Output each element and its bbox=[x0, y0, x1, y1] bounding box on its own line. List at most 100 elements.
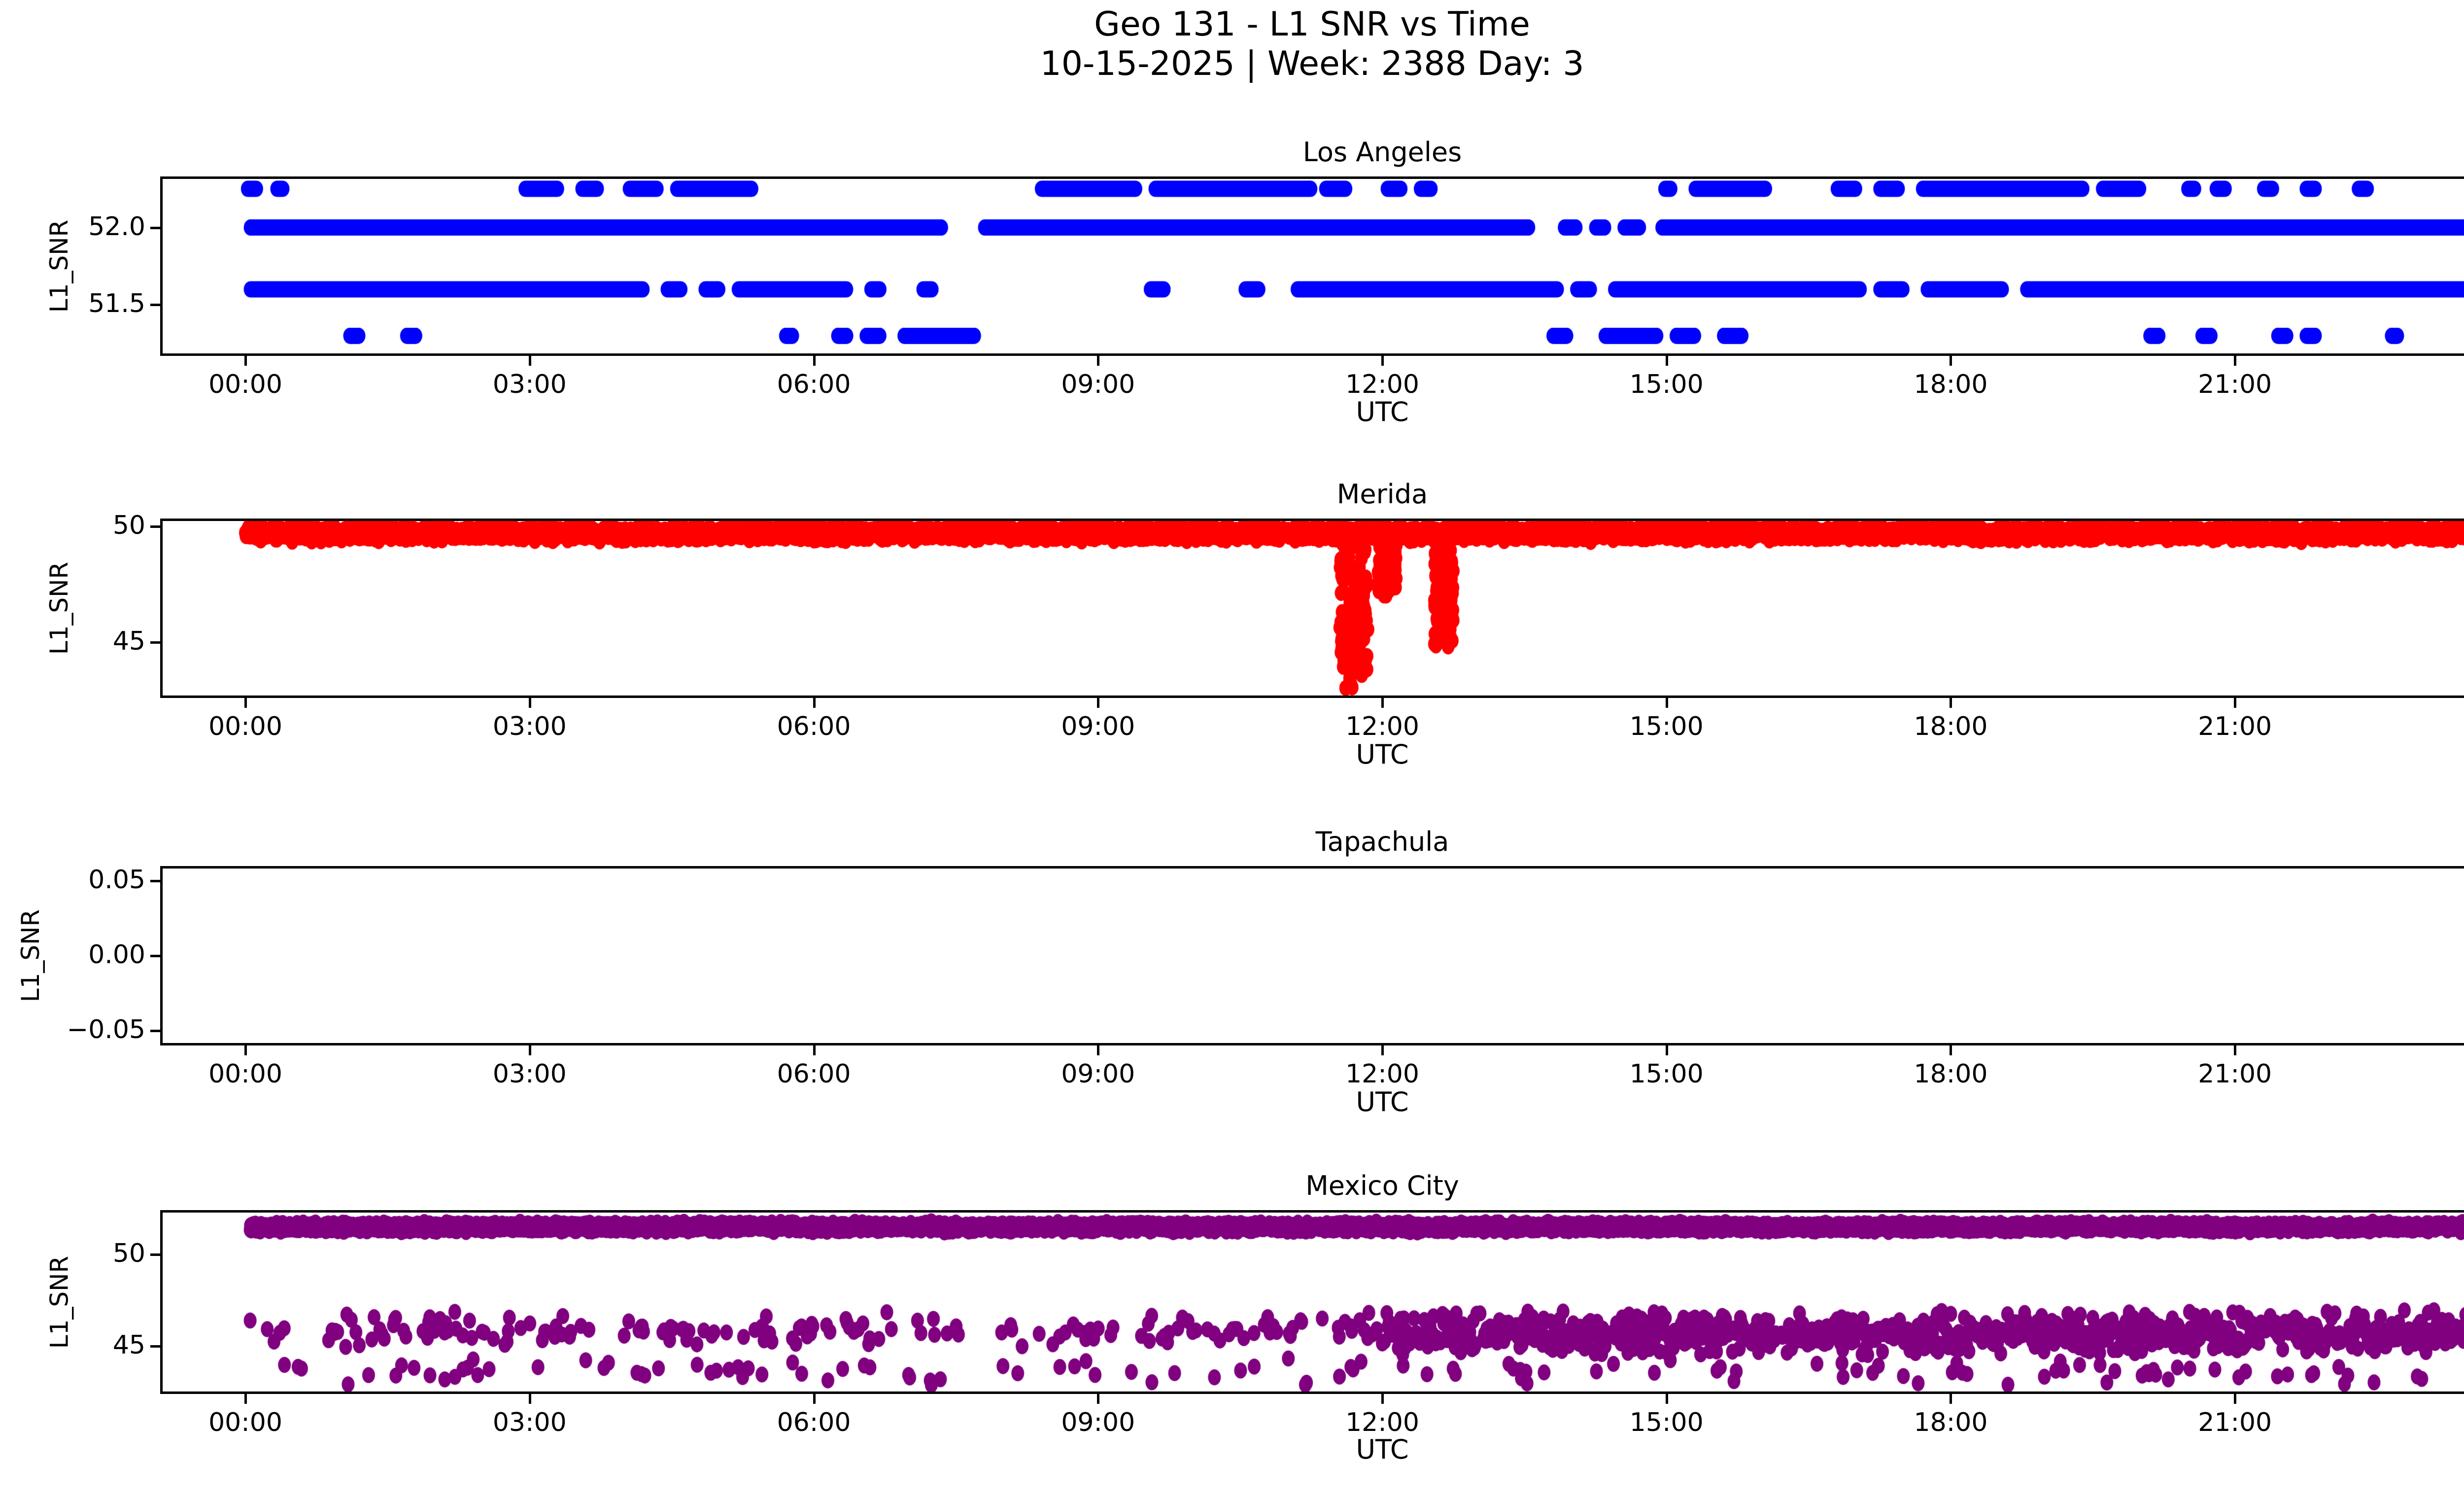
x-tick-mark-tapachula-7 bbox=[2234, 1045, 2237, 1055]
x-tick-label-merida-4: 12:00 bbox=[1345, 712, 1419, 741]
y-tick-mark-merida-1 bbox=[150, 641, 160, 644]
figure-suptitle-line-1: Geo 131 - L1 SNR vs Time bbox=[1094, 5, 1530, 44]
x-tick-mark-los-angeles-1 bbox=[528, 356, 531, 366]
x-tick-label-merida-5: 15:00 bbox=[1629, 712, 1704, 741]
y-tick-mark-los-angeles-1 bbox=[150, 304, 160, 307]
x-tick-label-mexico-city-8: 00:00 bbox=[2445, 1408, 2464, 1437]
x-tick-mark-tapachula-3 bbox=[1097, 1045, 1100, 1055]
x-tick-mark-mexico-city-1 bbox=[528, 1394, 531, 1404]
y-tick-mark-tapachula-0 bbox=[150, 880, 160, 883]
x-tick-label-tapachula-4: 12:00 bbox=[1345, 1059, 1419, 1089]
x-tick-mark-los-angeles-0 bbox=[244, 356, 247, 366]
y-tick-mark-tapachula-2 bbox=[150, 1029, 160, 1032]
x-tick-label-merida-7: 21:00 bbox=[2198, 712, 2272, 741]
x-tick-mark-merida-4 bbox=[1381, 698, 1384, 708]
x-tick-mark-tapachula-5 bbox=[1665, 1045, 1668, 1055]
y-axis-label-mexico-city: L1_SNR bbox=[45, 1255, 73, 1349]
x-tick-mark-los-angeles-4 bbox=[1381, 356, 1384, 366]
x-tick-label-mexico-city-7: 21:00 bbox=[2198, 1408, 2272, 1437]
x-tick-label-los-angeles-4: 12:00 bbox=[1345, 370, 1419, 399]
x-tick-label-los-angeles-2: 06:00 bbox=[777, 370, 851, 399]
x-tick-label-merida-0: 00:00 bbox=[208, 712, 282, 741]
y-tick-mark-mexico-city-1 bbox=[150, 1345, 160, 1348]
x-tick-mark-tapachula-0 bbox=[244, 1045, 247, 1055]
y-tick-mark-tapachula-1 bbox=[150, 955, 160, 957]
x-tick-label-los-angeles-1: 03:00 bbox=[492, 370, 567, 399]
x-tick-mark-merida-1 bbox=[528, 698, 531, 708]
x-tick-label-mexico-city-3: 09:00 bbox=[1061, 1408, 1135, 1437]
x-tick-mark-mexico-city-2 bbox=[813, 1394, 816, 1404]
subplot-title-tapachula: Tapachula bbox=[1315, 826, 1449, 857]
x-tick-label-tapachula-1: 03:00 bbox=[492, 1059, 567, 1089]
x-tick-mark-mexico-city-3 bbox=[1097, 1394, 1100, 1404]
x-tick-mark-tapachula-1 bbox=[528, 1045, 531, 1055]
y-tick-mark-los-angeles-0 bbox=[150, 226, 160, 229]
x-tick-mark-tapachula-2 bbox=[813, 1045, 816, 1055]
x-tick-label-merida-2: 06:00 bbox=[777, 712, 851, 741]
x-tick-label-los-angeles-5: 15:00 bbox=[1629, 370, 1704, 399]
x-tick-mark-los-angeles-6 bbox=[1950, 356, 1952, 366]
x-tick-mark-tapachula-4 bbox=[1381, 1045, 1384, 1055]
y-tick-label-tapachula-2: −0.05 bbox=[67, 1014, 145, 1044]
x-tick-label-mexico-city-4: 12:00 bbox=[1345, 1408, 1419, 1437]
x-tick-mark-mexico-city-5 bbox=[1665, 1394, 1668, 1404]
y-axis-label-tapachula: L1_SNR bbox=[16, 909, 45, 1003]
x-tick-mark-merida-6 bbox=[1950, 698, 1952, 708]
x-tick-mark-merida-3 bbox=[1097, 698, 1100, 708]
x-tick-mark-tapachula-6 bbox=[1950, 1045, 1952, 1055]
x-axis-label-merida: UTC bbox=[1356, 739, 1409, 770]
y-tick-label-mexico-city-1: 45 bbox=[112, 1330, 145, 1360]
y-tick-label-merida-0: 50 bbox=[112, 511, 145, 541]
x-tick-label-mexico-city-1: 03:00 bbox=[492, 1408, 567, 1437]
x-tick-mark-merida-0 bbox=[244, 698, 247, 708]
x-tick-mark-merida-7 bbox=[2234, 698, 2237, 708]
x-tick-label-los-angeles-6: 18:00 bbox=[1914, 370, 1988, 399]
x-tick-mark-los-angeles-7 bbox=[2234, 356, 2237, 366]
x-tick-label-mexico-city-0: 00:00 bbox=[208, 1408, 282, 1437]
x-tick-label-tapachula-6: 18:00 bbox=[1914, 1059, 1988, 1089]
x-tick-label-mexico-city-2: 06:00 bbox=[777, 1408, 851, 1437]
x-tick-label-los-angeles-0: 00:00 bbox=[208, 370, 282, 399]
x-tick-mark-mexico-city-6 bbox=[1950, 1394, 1952, 1404]
figure-suptitle-line-2: 10-15-2025 | Week: 2388 Day: 3 bbox=[1040, 44, 1584, 83]
x-tick-mark-merida-2 bbox=[813, 698, 816, 708]
x-tick-label-los-angeles-8: 00:00 bbox=[2445, 370, 2464, 399]
y-tick-label-los-angeles-1: 51.5 bbox=[88, 289, 145, 319]
x-tick-label-merida-3: 09:00 bbox=[1061, 712, 1135, 741]
x-axis-label-los-angeles: UTC bbox=[1356, 396, 1409, 427]
subplot-title-mexico-city: Mexico City bbox=[1305, 1170, 1459, 1201]
x-tick-label-tapachula-5: 15:00 bbox=[1629, 1059, 1704, 1089]
x-tick-label-mexico-city-6: 18:00 bbox=[1914, 1408, 1988, 1437]
x-tick-label-los-angeles-7: 21:00 bbox=[2198, 370, 2272, 399]
y-tick-label-tapachula-0: 0.05 bbox=[88, 865, 145, 895]
x-tick-label-merida-8: 00:00 bbox=[2445, 712, 2464, 741]
x-tick-label-los-angeles-3: 09:00 bbox=[1061, 370, 1135, 399]
y-axis-label-merida: L1_SNR bbox=[45, 561, 73, 655]
scatter-canvas-mexico-city bbox=[163, 1213, 2464, 1391]
x-tick-label-tapachula-2: 06:00 bbox=[777, 1059, 851, 1089]
x-tick-label-merida-1: 03:00 bbox=[492, 712, 567, 741]
y-tick-mark-merida-0 bbox=[150, 525, 160, 528]
x-tick-mark-mexico-city-4 bbox=[1381, 1394, 1384, 1404]
x-tick-mark-mexico-city-0 bbox=[244, 1394, 247, 1404]
x-tick-label-tapachula-3: 09:00 bbox=[1061, 1059, 1135, 1089]
scatter-canvas-tapachula bbox=[163, 869, 2464, 1043]
x-tick-label-merida-6: 18:00 bbox=[1914, 712, 1988, 741]
x-tick-label-mexico-city-5: 15:00 bbox=[1629, 1408, 1704, 1437]
y-tick-label-tapachula-1: 0.00 bbox=[88, 940, 145, 970]
x-tick-mark-los-angeles-2 bbox=[813, 356, 816, 366]
x-tick-label-tapachula-0: 00:00 bbox=[208, 1059, 282, 1089]
subplot-title-merida: Merida bbox=[1336, 479, 1428, 510]
x-tick-mark-los-angeles-3 bbox=[1097, 356, 1100, 366]
x-tick-mark-los-angeles-5 bbox=[1665, 356, 1668, 366]
x-tick-label-tapachula-8: 00:00 bbox=[2445, 1059, 2464, 1089]
scatter-canvas-los-angeles bbox=[163, 179, 2464, 353]
x-tick-label-tapachula-7: 21:00 bbox=[2198, 1059, 2272, 1089]
x-axis-label-tapachula: UTC bbox=[1356, 1086, 1409, 1117]
y-tick-label-los-angeles-0: 52.0 bbox=[88, 211, 145, 242]
y-axis-label-los-angeles: L1_SNR bbox=[45, 219, 73, 313]
y-tick-mark-mexico-city-0 bbox=[150, 1253, 160, 1256]
subplot-title-los-angeles: Los Angeles bbox=[1302, 137, 1462, 168]
x-tick-mark-merida-5 bbox=[1665, 698, 1668, 708]
